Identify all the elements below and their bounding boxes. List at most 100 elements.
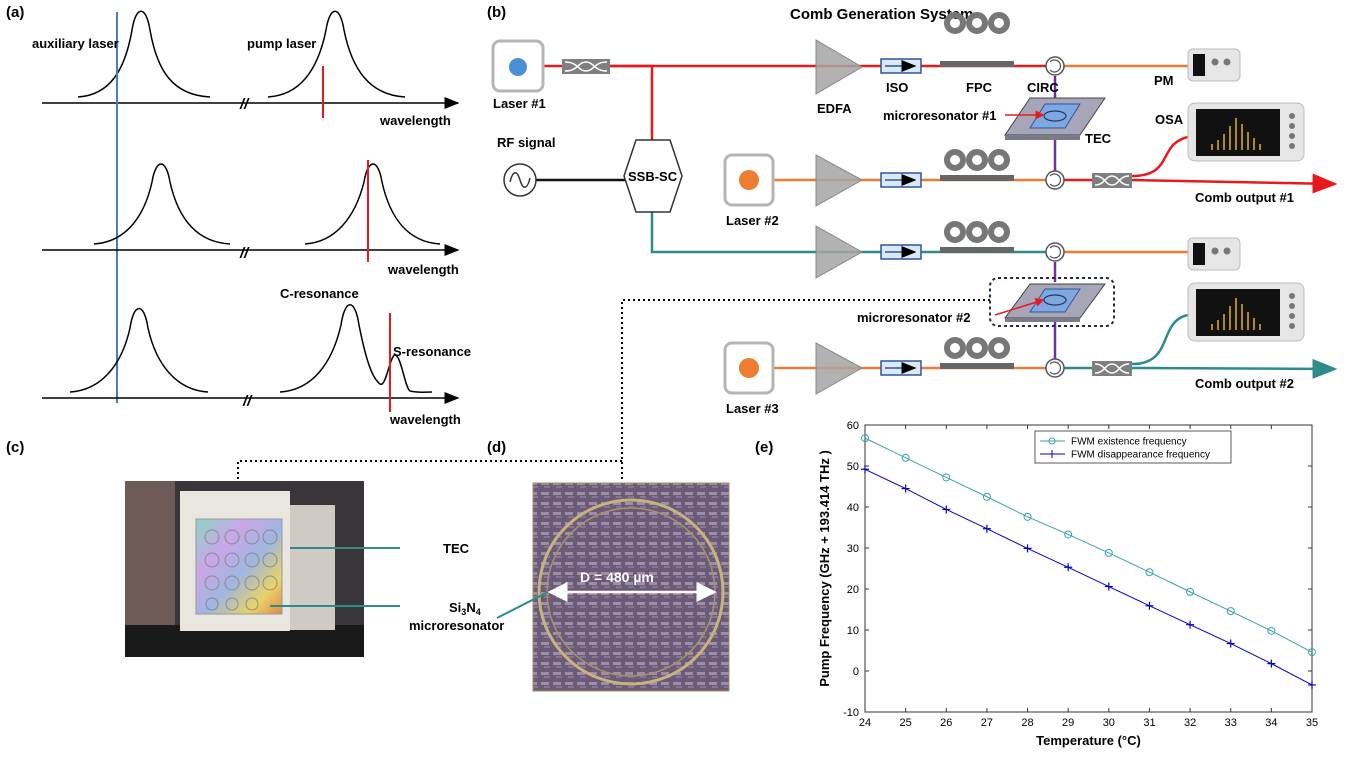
data-point	[1064, 563, 1073, 572]
microscope-image	[533, 483, 729, 691]
fiber-teal-to-osa	[1131, 313, 1191, 366]
resonator-pointer	[496, 591, 549, 619]
data-point	[1186, 620, 1195, 629]
x-tick-label: 31	[1143, 717, 1155, 729]
power-meter	[1187, 48, 1241, 82]
polarization-controller	[940, 149, 1014, 181]
tec-label: TEC	[1085, 131, 1112, 146]
axis-break-mark: //	[239, 96, 250, 113]
tec-photo-label: TEC	[443, 541, 470, 556]
resonance-peak	[93, 163, 231, 245]
optical-spectrum-analyzer	[1187, 102, 1305, 162]
si3n4-label: Si3N4	[449, 600, 481, 617]
sine-icon	[509, 172, 531, 188]
x-tick-label: 33	[1225, 717, 1237, 729]
series-line	[864, 437, 1313, 653]
circ-label: CIRC	[1027, 80, 1059, 95]
data-point	[1145, 601, 1154, 610]
data-point	[1308, 648, 1316, 657]
ssb-sc-modulator	[623, 139, 683, 213]
circulator	[1045, 170, 1065, 190]
resonance-peak	[267, 10, 406, 98]
rf-signal-label: RF signal	[497, 135, 556, 150]
laser-2-emitter	[739, 170, 759, 190]
series-line	[864, 468, 1313, 686]
fiber-red	[610, 64, 654, 140]
y-tick-label: 10	[847, 625, 859, 637]
resonance-peak	[304, 163, 441, 245]
panel-b: (b) Comb Generation System Laser #1 RF s	[487, 4, 1338, 416]
wavelength-label: wavelength	[387, 262, 459, 277]
panel-label-b: (b)	[487, 4, 506, 21]
x-tick-label: 35	[1306, 717, 1318, 729]
circulator	[1045, 242, 1065, 262]
plot-area	[864, 424, 1313, 713]
optical-spectrum-analyzer	[1187, 282, 1305, 342]
x-tick-label: 27	[981, 717, 993, 729]
microresonator-2-highlight	[989, 277, 1115, 327]
panel-label-c: (c)	[6, 439, 24, 456]
y-tick-label: 40	[847, 502, 859, 514]
panel-a: (a) auxiliary laser pump laser wavelengt…	[6, 4, 471, 427]
power-meter	[1187, 237, 1241, 271]
fiber-red-to-osa	[1131, 135, 1191, 178]
x-tick-label: 30	[1103, 717, 1115, 729]
fpc-label: FPC	[966, 80, 993, 95]
laser-1-label: Laser #1	[493, 96, 546, 111]
data-point	[1226, 607, 1235, 616]
data-point	[942, 505, 951, 514]
laser-3-emitter	[739, 358, 759, 378]
data-point	[982, 492, 991, 501]
circulator	[1045, 358, 1065, 378]
x-tick-label: 24	[859, 717, 871, 729]
data-point	[1145, 568, 1154, 577]
data-point	[1267, 659, 1276, 668]
edfa-amplifier	[815, 225, 864, 279]
dotted-connector	[237, 460, 622, 480]
polarization-controller	[940, 221, 1014, 253]
y-tick-label: 30	[847, 543, 859, 555]
circulator	[1045, 56, 1065, 76]
data-point	[1186, 587, 1195, 596]
comb-output-2-label: Comb output #2	[1195, 376, 1294, 391]
legend-label: FWM existence frequency	[1071, 437, 1187, 448]
laser-3-label: Laser #3	[726, 401, 779, 416]
comb-output-1-arrow	[1131, 173, 1338, 194]
diagram-title: Comb Generation System	[790, 6, 973, 23]
axis-break-mark: //	[239, 245, 250, 262]
y-tick-label: 0	[853, 666, 859, 678]
data-point	[1023, 544, 1032, 553]
diameter-label: D = 480 µm	[580, 569, 654, 585]
frequency-chart: 24 25 26 27 28 29 30 31 32 33 34 35 -10 0 10 20 30 40 50 60…	[843, 420, 1318, 729]
x-tick-label: 26	[940, 717, 952, 729]
x-tick-label: 34	[1265, 717, 1277, 729]
x-tick-label: 28	[1021, 717, 1033, 729]
laser-1-emitter	[509, 58, 527, 76]
data-point	[1267, 626, 1276, 635]
x-tick-label: 29	[1062, 717, 1074, 729]
data-point	[1308, 680, 1316, 689]
polarization-controller	[940, 12, 1014, 67]
edfa-amplifier	[815, 342, 864, 395]
comb-output-2-arrow	[1131, 358, 1338, 379]
microresonator-2-pointer	[994, 297, 1045, 316]
microresonator-photo-label: microresonator	[409, 618, 504, 633]
s-resonance-label: S-resonance	[393, 344, 471, 359]
polarization-controller	[940, 337, 1014, 369]
fiber-coupler	[1092, 361, 1132, 376]
ssb-sc-label: SSB-SC	[628, 169, 678, 184]
legend-box	[1034, 430, 1232, 464]
isolator	[880, 172, 922, 188]
x-tick-label: 25	[900, 717, 912, 729]
auxiliary-laser-label: auxiliary laser	[32, 36, 119, 51]
iso-label: ISO	[886, 80, 908, 95]
resonance-peak	[69, 307, 209, 393]
wavelength-label: wavelength	[379, 113, 451, 128]
data-point	[1023, 512, 1032, 521]
panel-d: (d) D = 480 µm	[487, 439, 730, 692]
legend-marker	[1048, 450, 1056, 458]
edfa-amplifier	[815, 39, 863, 95]
data-point	[861, 434, 869, 443]
laser-2-label: Laser #2	[726, 213, 779, 228]
